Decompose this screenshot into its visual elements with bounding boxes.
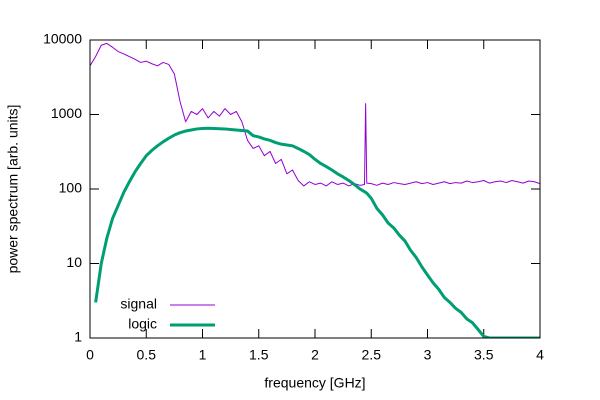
x-tick-label: 3.5 [474, 347, 494, 363]
y-axis-label: power spectrum [arb. units] [5, 105, 21, 274]
y-tick-label: 10 [66, 254, 82, 270]
y-tick-label: 10000 [43, 31, 82, 47]
y-tick-label: 1000 [51, 105, 82, 121]
plot-frame [89, 39, 541, 339]
series-line [90, 42, 540, 187]
x-axis-label: frequency [GHz] [264, 375, 365, 391]
x-tick-label: 1.5 [249, 347, 269, 363]
x-tick-label: 3 [424, 347, 432, 363]
x-tick-label: 4 [536, 347, 544, 363]
y-tick-label: 100 [59, 180, 83, 196]
x-tick-label: 0.5 [137, 347, 157, 363]
legend-label: logic [128, 316, 157, 332]
x-tick-label: 2 [311, 347, 319, 363]
x-tick-label: 1 [199, 347, 207, 363]
y-tick-label: 1 [74, 329, 82, 345]
series-line [94, 126, 540, 338]
legend-label: signal [120, 296, 157, 312]
x-tick-label: 0 [86, 347, 94, 363]
x-tick-label: 2.5 [362, 347, 382, 363]
